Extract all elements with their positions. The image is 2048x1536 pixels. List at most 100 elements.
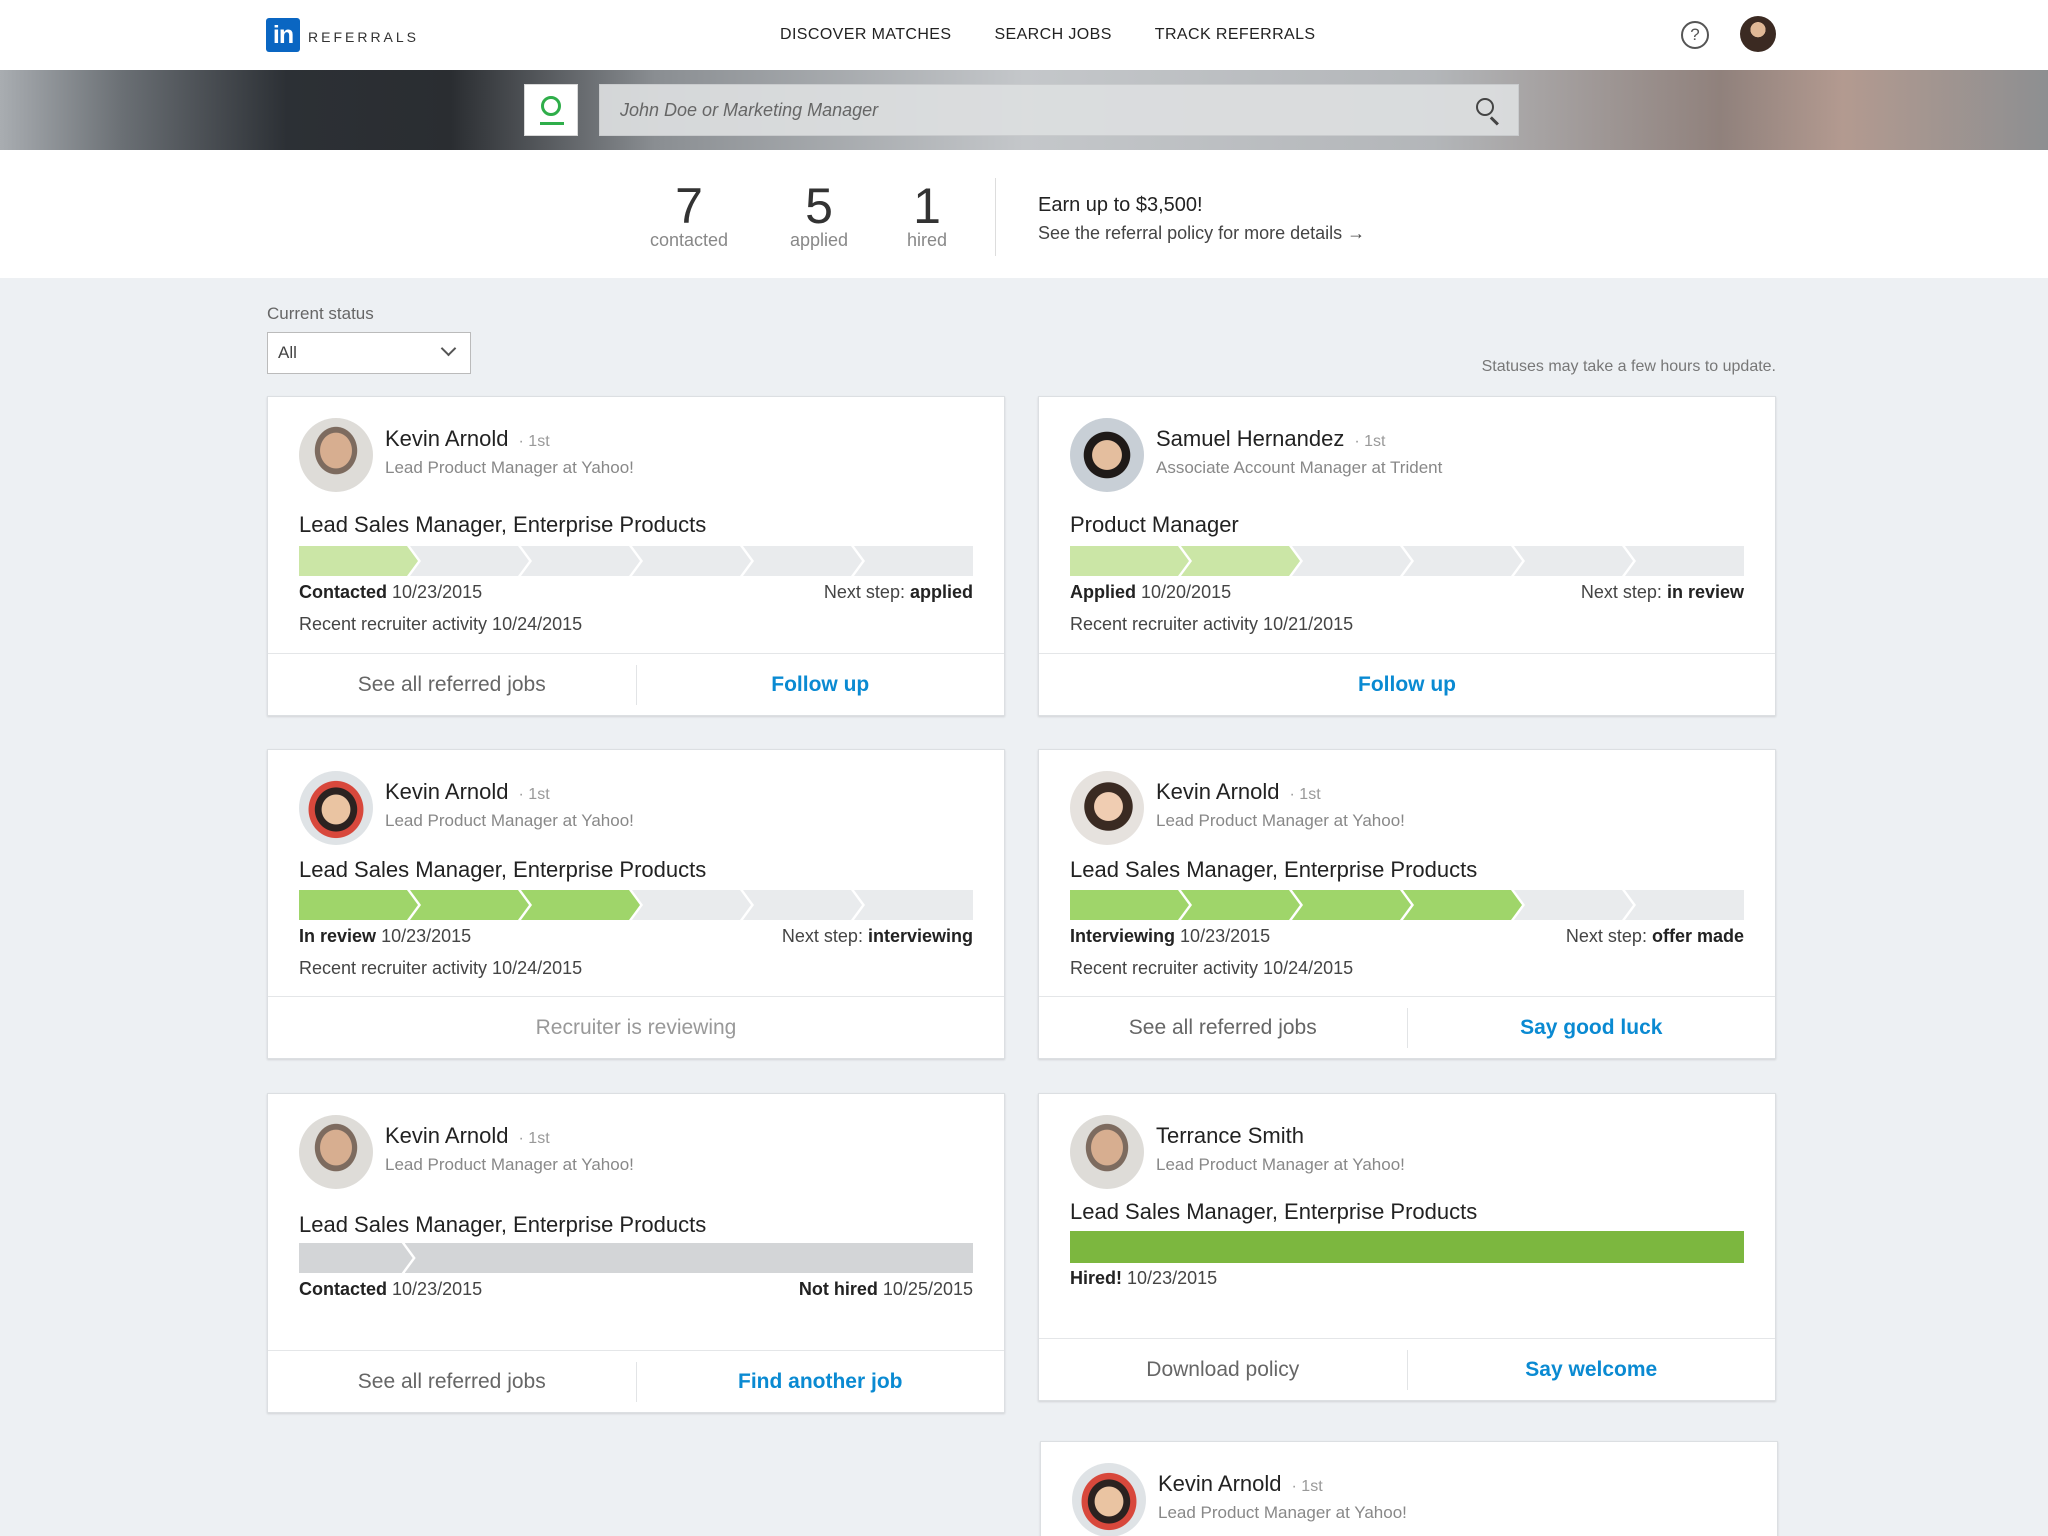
see-all-referred-jobs-button[interactable]: See all referred jobs xyxy=(357,1369,546,1393)
stat-hired: 1 hired xyxy=(907,180,947,251)
candidate-name[interactable]: Kevin Arnold xyxy=(385,1123,509,1148)
candidate-name[interactable]: Kevin Arnold xyxy=(385,779,509,804)
next-step-value: offer made xyxy=(1651,926,1744,946)
recent-activity: Recent recruiter activity 10/21/2015 xyxy=(1070,614,1354,634)
referral-stats: 7 contacted 5 applied 1 hired Earn up to… xyxy=(0,150,2048,278)
recent-activity: Recent recruiter activity 10/24/2015 xyxy=(299,958,583,978)
nav-discover-matches[interactable]: DISCOVER MATCHES xyxy=(780,26,952,43)
next-step-value: applied xyxy=(909,582,973,602)
linkedin-referrals-logo[interactable]: in REFERRALS xyxy=(266,16,419,54)
referral-card: Kevin Arnold · 1st Lead Product Manager … xyxy=(267,1093,1005,1413)
say-welcome-button[interactable]: Say welcome xyxy=(1525,1357,1658,1381)
status-row: Interviewing 10/23/2015 Next step: offer… xyxy=(1070,926,1744,947)
avatar[interactable] xyxy=(1070,418,1144,492)
status-row: Hired! 10/23/2015 xyxy=(1070,1268,1744,1289)
user-avatar[interactable] xyxy=(1740,16,1776,52)
status-date: 10/23/2015 xyxy=(392,1279,483,1299)
next-step-value: interviewing xyxy=(867,926,973,946)
referral-card: Terrance Smith Lead Product Manager at Y… xyxy=(1038,1093,1776,1401)
avatar[interactable] xyxy=(1070,771,1144,845)
status-row: Applied 10/20/2015 Next step: in review xyxy=(1070,582,1744,603)
connection-degree: · 1st xyxy=(518,1130,550,1147)
avatar[interactable] xyxy=(299,771,373,845)
search-input[interactable] xyxy=(600,85,1458,135)
card-actions: See all referred jobs Follow up xyxy=(268,653,1004,715)
search-icon[interactable] xyxy=(1458,84,1518,136)
candidate-name[interactable]: Samuel Hernandez xyxy=(1156,426,1345,451)
end-status-date: 10/25/2015 xyxy=(882,1279,973,1299)
status-progress-bar xyxy=(1070,1231,1744,1263)
status-filter-value: All xyxy=(278,343,297,362)
avatar[interactable] xyxy=(1070,1115,1144,1189)
stat-contacted-value: 7 xyxy=(675,178,703,234)
referral-policy-link[interactable]: See the referral policy for more details… xyxy=(1038,223,1366,243)
referral-card: Samuel Hernandez · 1st Associate Account… xyxy=(1038,396,1776,716)
avatar[interactable] xyxy=(1072,1463,1146,1536)
candidate-name[interactable]: Kevin Arnold xyxy=(1158,1471,1282,1496)
referral-card: Kevin Arnold · 1st Lead Product Manager … xyxy=(267,396,1005,716)
recent-activity: Recent recruiter activity 10/24/2015 xyxy=(1070,958,1354,978)
stat-applied-value: 5 xyxy=(805,178,833,234)
follow-up-button[interactable]: Follow up xyxy=(771,672,870,696)
status-label: Contacted xyxy=(299,582,388,602)
referral-card: Kevin Arnold · 1st Lead Product Manager … xyxy=(267,749,1005,1059)
status-progress-bar xyxy=(299,1243,973,1273)
referral-card: Kevin Arnold · 1st Lead Product Manager … xyxy=(1038,749,1776,1059)
see-all-referred-jobs-button[interactable]: See all referred jobs xyxy=(1128,1015,1317,1039)
nav-track-referrals[interactable]: TRACK REFERRALS xyxy=(1154,26,1316,43)
job-title[interactable]: Lead Sales Manager, Enterprise Products xyxy=(299,512,707,537)
download-policy-button[interactable]: Download policy xyxy=(1146,1357,1300,1381)
connection-degree: · 1st xyxy=(1291,1478,1323,1495)
status-date: 10/23/2015 xyxy=(1127,1268,1218,1288)
connection-degree: · 1st xyxy=(1354,433,1386,450)
candidate-name[interactable]: Terrance Smith xyxy=(1156,1123,1304,1148)
see-all-referred-jobs-button[interactable]: See all referred jobs xyxy=(357,672,546,696)
nav-links: DISCOVER MATCHES SEARCH JOBS TRACK REFER… xyxy=(780,26,1316,44)
find-another-job-button[interactable]: Find another job xyxy=(738,1369,903,1393)
next-step-value: in review xyxy=(1666,582,1744,602)
next-step-prefix: Next step: xyxy=(1580,582,1662,602)
status-label: Contacted xyxy=(299,1279,388,1299)
card-actions: See all referred jobs Find another job xyxy=(268,1350,1004,1412)
follow-up-button[interactable]: Follow up xyxy=(1358,672,1456,696)
location-pin-button[interactable] xyxy=(524,84,578,136)
candidate-headline: Lead Product Manager at Yahoo! xyxy=(385,1155,634,1174)
stat-contacted-label: contacted xyxy=(650,230,729,250)
job-title[interactable]: Lead Sales Manager, Enterprise Products xyxy=(299,1212,707,1237)
job-title[interactable]: Lead Sales Manager, Enterprise Products xyxy=(1070,1199,1478,1224)
job-title[interactable]: Lead Sales Manager, Enterprise Products xyxy=(1070,857,1478,882)
candidate-headline: Lead Product Manager at Yahoo! xyxy=(1156,811,1405,830)
say-good-luck-button[interactable]: Say good luck xyxy=(1520,1015,1663,1039)
referral-card: Kevin Arnold · 1st Lead Product Manager … xyxy=(1040,1441,1778,1536)
help-icon[interactable]: ? xyxy=(1681,21,1709,49)
status-filter-select[interactable]: All xyxy=(267,332,471,374)
next-step-prefix: Next step: xyxy=(781,926,863,946)
connection-degree: · 1st xyxy=(1289,786,1321,803)
card-actions: Follow up xyxy=(1039,653,1775,715)
location-pin-icon xyxy=(541,96,561,116)
job-title[interactable]: Product Manager xyxy=(1070,512,1239,537)
stats-divider xyxy=(995,178,996,256)
candidate-name[interactable]: Kevin Arnold xyxy=(1156,779,1280,804)
stat-applied: 5 applied xyxy=(790,180,848,251)
top-nav: in REFERRALS DISCOVER MATCHES SEARCH JOB… xyxy=(0,0,2048,70)
candidate-name[interactable]: Kevin Arnold xyxy=(385,426,509,451)
candidate-headline: Associate Account Manager at Trident xyxy=(1156,458,1443,477)
status-label: Interviewing xyxy=(1070,926,1176,946)
card-actions: Download policy Say welcome xyxy=(1039,1338,1775,1400)
earn-promo: Earn up to $3,500! See the referral poli… xyxy=(1038,194,1365,244)
card-actions: See all referred jobs Say good luck xyxy=(1039,996,1775,1058)
status-label: In review xyxy=(299,926,377,946)
status-date: 10/23/2015 xyxy=(392,582,483,602)
status-date: 10/23/2015 xyxy=(381,926,472,946)
status-progress-bar xyxy=(1070,546,1744,576)
connection-degree: · 1st xyxy=(518,786,550,803)
avatar[interactable] xyxy=(299,1115,373,1189)
avatar[interactable] xyxy=(299,418,373,492)
nav-search-jobs[interactable]: SEARCH JOBS xyxy=(994,26,1112,43)
candidate-headline: Lead Product Manager at Yahoo! xyxy=(1156,1155,1405,1174)
end-status-label: Not hired xyxy=(798,1279,878,1299)
job-title[interactable]: Lead Sales Manager, Enterprise Products xyxy=(299,857,707,882)
status-date: 10/20/2015 xyxy=(1141,582,1232,602)
candidate-headline: Lead Product Manager at Yahoo! xyxy=(385,811,634,830)
